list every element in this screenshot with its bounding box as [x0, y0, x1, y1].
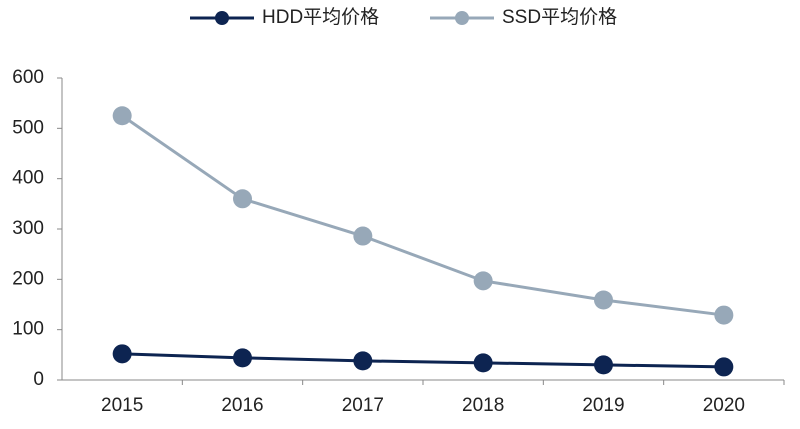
series-line	[122, 352, 724, 369]
data-point	[233, 189, 252, 209]
data-point	[112, 106, 132, 126]
data-point	[714, 357, 734, 377]
x-tick-label: 2020	[703, 395, 745, 416]
x-tick-label: 2015	[101, 395, 143, 416]
series-line	[121, 114, 725, 317]
data-point	[473, 271, 493, 291]
legend-label: HDD平均价格	[262, 6, 379, 28]
y-tick-label: 0	[33, 369, 44, 390]
data-point	[714, 305, 734, 325]
y-tick-label: 100	[12, 319, 44, 340]
legend-marker	[455, 11, 469, 25]
y-tick-label: 400	[12, 168, 44, 189]
data-point	[594, 290, 613, 310]
x-tick-label: 2018	[462, 395, 504, 416]
x-tick-label: 2017	[342, 395, 384, 416]
y-tick-label: 500	[12, 117, 44, 138]
y-tick-label: 200	[12, 268, 44, 289]
x-tick-label: 2019	[582, 395, 624, 416]
data-point	[112, 344, 132, 364]
data-point	[594, 355, 613, 375]
legend-marker	[215, 11, 229, 25]
y-tick-label: 600	[12, 67, 44, 88]
data-point	[473, 353, 493, 373]
y-tick-label: 300	[12, 218, 44, 239]
data-point	[353, 226, 373, 246]
data-point	[353, 351, 373, 371]
x-tick-label: 2016	[221, 395, 263, 416]
data-point	[233, 348, 252, 368]
legend-label: SSD平均价格	[502, 6, 617, 28]
